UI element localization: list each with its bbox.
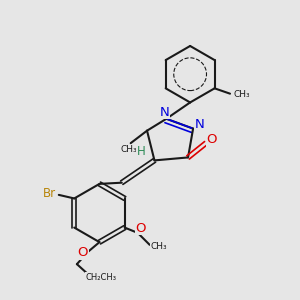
Text: Br: Br	[43, 187, 56, 200]
Text: N: N	[195, 118, 205, 130]
Text: CH₂CH₃: CH₂CH₃	[85, 273, 116, 282]
Text: N: N	[160, 106, 170, 119]
Text: O: O	[136, 222, 146, 235]
Text: CH₃: CH₃	[233, 90, 250, 99]
Text: O: O	[207, 133, 217, 146]
Text: H: H	[137, 145, 146, 158]
Text: CH₃: CH₃	[150, 242, 167, 251]
Text: O: O	[78, 246, 88, 259]
Text: CH₃: CH₃	[121, 145, 137, 154]
